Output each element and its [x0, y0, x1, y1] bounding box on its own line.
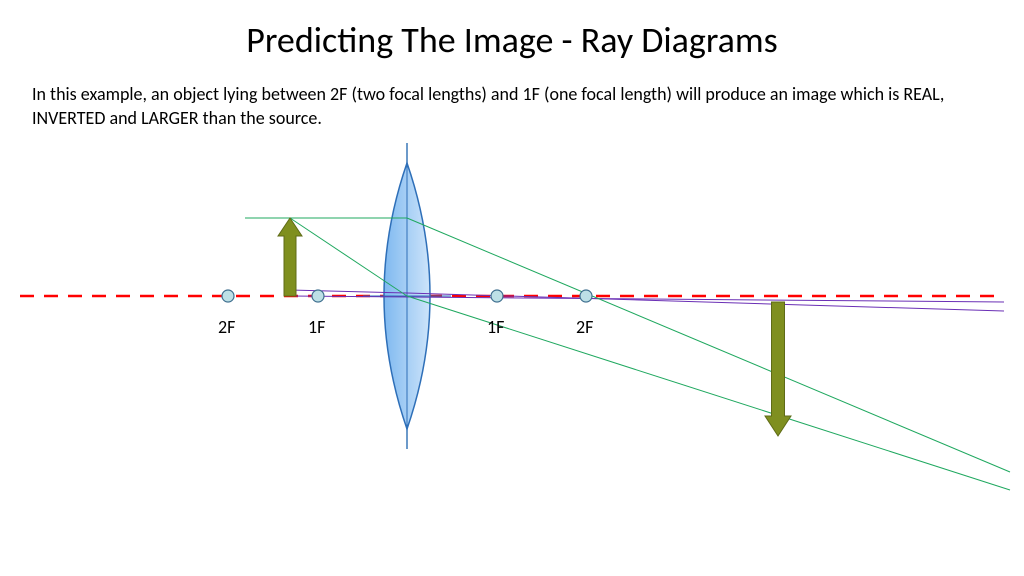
focal-label-2: 1F [487, 316, 504, 338]
focal-point-2 [491, 290, 503, 302]
ray-green-1 [407, 218, 1010, 472]
object-arrow [278, 218, 302, 296]
ray-diagram [0, 0, 1024, 576]
focal-label-1: 1F [308, 316, 325, 338]
focal-point-3 [580, 290, 592, 302]
focal-label-3: 2F [576, 316, 593, 338]
image-arrow [765, 302, 791, 436]
focal-label-0: 2F [218, 316, 235, 338]
focal-point-1 [312, 290, 324, 302]
focal-point-0 [222, 290, 234, 302]
